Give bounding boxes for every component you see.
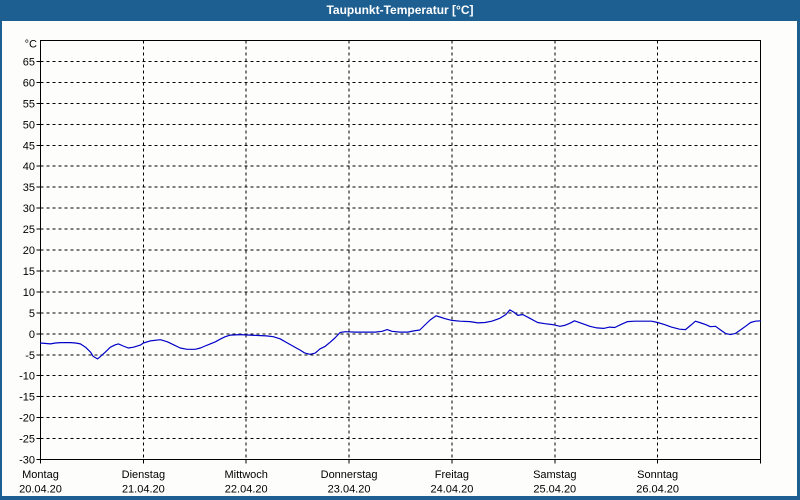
y-tick-label: 60 [23, 77, 35, 89]
y-tick-label: 30 [23, 203, 35, 215]
x-day-label: Donnerstag [321, 469, 378, 481]
plot-frame [40, 40, 761, 460]
y-tick-label: -25 [19, 434, 35, 446]
y-tick-label: -10 [19, 371, 35, 383]
y-tick-label: 50 [23, 119, 35, 131]
x-date-label: 25.04.20 [533, 484, 576, 496]
dewpoint-chart: 65605550454035302520151050-5-10-15-20-25… [19, 39, 762, 496]
y-tick-label: 10 [23, 287, 35, 299]
x-date-label: 21.04.20 [122, 484, 165, 496]
x-day-label: Freitag [435, 469, 469, 481]
x-day-label: Samstag [533, 469, 576, 481]
y-tick-label: 55 [23, 98, 35, 110]
y-tick-label: 45 [23, 140, 35, 152]
dewpoint-series-line [39, 309, 762, 360]
y-tick-label: 0 [29, 329, 35, 341]
x-date-label: 24.04.20 [431, 484, 474, 496]
window-title: Taupunkt-Temperatur [°C] [326, 3, 474, 17]
y-tick-label: 35 [23, 182, 35, 194]
x-day-label: Sonntag [637, 469, 678, 481]
x-date-label: 22.04.20 [225, 484, 268, 496]
y-tick-label: 20 [23, 245, 35, 257]
x-date-label: 26.04.20 [636, 484, 679, 496]
y-tick-label: -15 [19, 392, 35, 404]
x-date-label: 20.04.20 [19, 484, 62, 496]
x-day-label: Mittwoch [225, 469, 268, 481]
x-day-label: Montag [22, 469, 59, 481]
chart-content: 65 60 55 50 45 40 35 30 25 20 15 10 5 0 -5 -10 -15 -20 -25… [2, 21, 797, 496]
y-tick-label: -30 [19, 455, 35, 467]
y-tick-label: 65 [23, 56, 35, 68]
x-date-label: 23.04.20 [328, 484, 371, 496]
y-tick-label: 5 [29, 308, 35, 320]
y-tick-label: 40 [23, 161, 35, 173]
y-axis-unit-label: °C [25, 39, 37, 51]
x-day-label: Dienstag [122, 469, 165, 481]
y-tick-label: -20 [19, 413, 35, 425]
y-tick-label: 25 [23, 224, 35, 236]
y-tick-label: -5 [25, 350, 35, 362]
y-tick-label: 15 [23, 266, 35, 278]
window-title-bar: Taupunkt-Temperatur [°C] [2, 0, 797, 21]
